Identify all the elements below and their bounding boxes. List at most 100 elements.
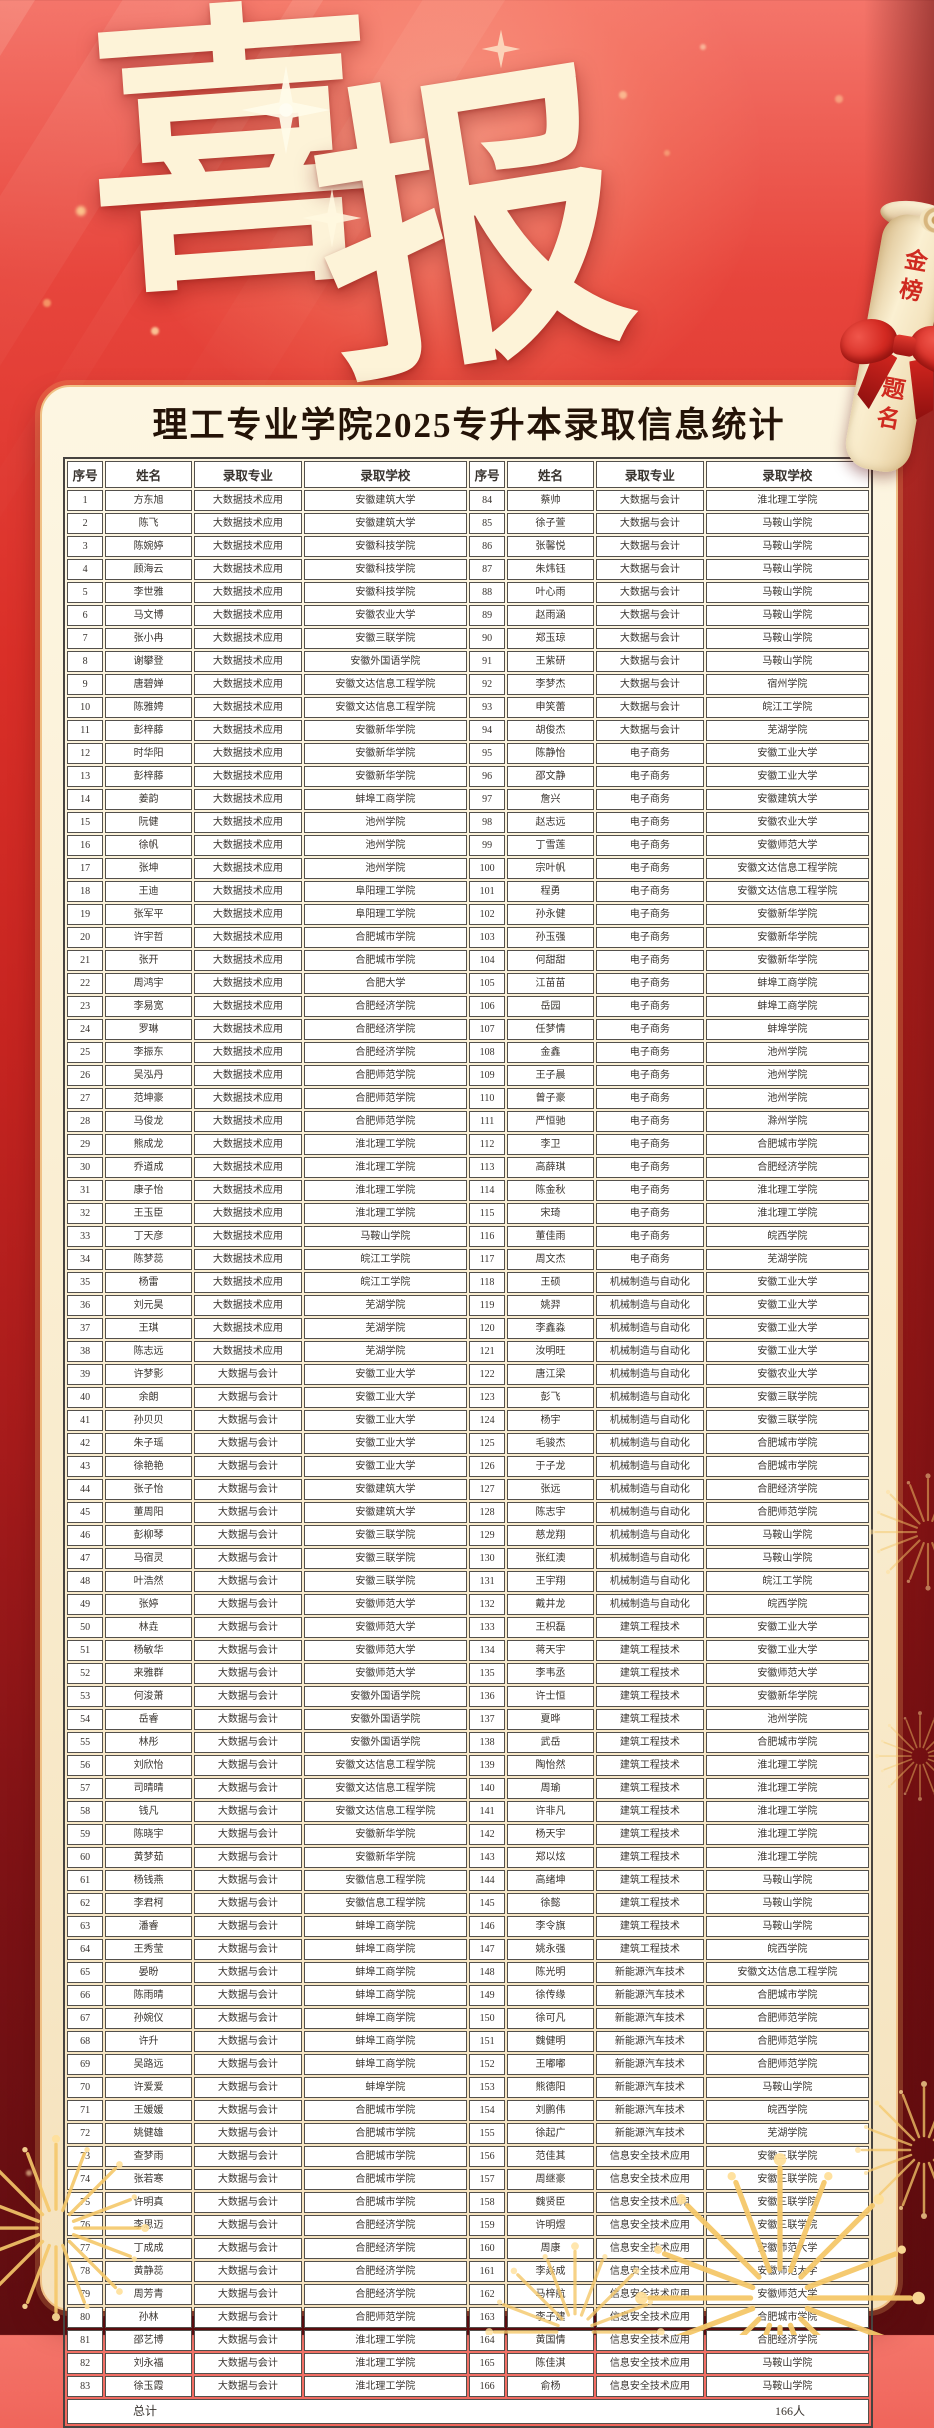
cell-name: 于子龙 xyxy=(507,1456,594,1477)
cell-no: 151 xyxy=(468,2031,506,2052)
cell-name: 高绪坤 xyxy=(507,1870,594,1891)
cell-name: 武岳 xyxy=(507,1732,594,1753)
cell-major: 大数据与会计 xyxy=(595,720,704,741)
cell-name: 周康 xyxy=(507,2238,594,2259)
cell-name: 叶心雨 xyxy=(507,582,594,603)
cell-major: 电子商务 xyxy=(595,743,704,764)
table-row: 16 徐帆 大数据技术应用 池州学院 99 丁雪莲 电子商务 安徽师范大学 xyxy=(67,835,869,856)
cell-no: 1 xyxy=(67,490,104,511)
cell-major: 大数据技术应用 xyxy=(193,582,302,603)
cell-no: 74 xyxy=(67,2169,104,2190)
cell-school: 安徽工业大学 xyxy=(303,1410,467,1431)
cell-major: 大数据技术应用 xyxy=(193,812,302,833)
cell-school: 合肥城市学院 xyxy=(303,2146,467,2167)
cell-no: 147 xyxy=(468,1939,506,1960)
cell-no: 131 xyxy=(468,1571,506,1592)
cell-no: 69 xyxy=(67,2054,104,2075)
cell-school: 马鞍山学院 xyxy=(705,1916,869,1937)
cell-no: 108 xyxy=(468,1042,506,1063)
table-row: 41 孙贝贝 大数据与会计 安徽工业大学 124 杨宇 机械制造与自动化 安徽三联学院 xyxy=(67,1410,869,1431)
cell-school: 安徽科技学院 xyxy=(303,559,467,580)
cell-no: 128 xyxy=(468,1502,506,1523)
cell-school: 安徽建筑大学 xyxy=(303,1502,467,1523)
cell-name: 汝明旺 xyxy=(507,1341,594,1362)
table-row: 79 周芳青 大数据与会计 合肥经济学院 162 马梓航 信息安全技术应用 安徽师范大学 xyxy=(67,2284,869,2305)
cell-name: 姜韵 xyxy=(105,789,192,810)
cell-major: 大数据与会计 xyxy=(193,2146,302,2167)
cell-school: 马鞍山学院 xyxy=(705,628,869,649)
cell-name: 徐起广 xyxy=(507,2123,594,2144)
table-row: 54 岳睿 大数据与会计 安徽外国语学院 137 夏晔 建筑工程技术 池州学院 xyxy=(67,1709,869,1730)
cell-no: 94 xyxy=(468,720,506,741)
cell-name: 徐帆 xyxy=(105,835,192,856)
cell-major: 建筑工程技术 xyxy=(595,1755,704,1776)
cell-no: 83 xyxy=(67,2376,104,2397)
cell-name: 高薛琪 xyxy=(507,1157,594,1178)
cell-school: 蚌埠工商学院 xyxy=(303,789,467,810)
cell-school: 安徽师范大学 xyxy=(303,1594,467,1615)
cell-name: 顾海云 xyxy=(105,559,192,580)
cell-major: 大数据与会计 xyxy=(193,1985,302,2006)
cell-no: 86 xyxy=(468,536,506,557)
cell-name: 杨天宇 xyxy=(507,1824,594,1845)
cell-school: 蚌埠工商学院 xyxy=(303,1962,467,1983)
cell-major: 大数据与会计 xyxy=(193,1525,302,1546)
cell-school: 马鞍山学院 xyxy=(705,1525,869,1546)
cell-major: 大数据技术应用 xyxy=(193,1065,302,1086)
cell-name: 刘鹏伟 xyxy=(507,2100,594,2121)
cell-school: 安徽建筑大学 xyxy=(705,789,869,810)
cell-no: 80 xyxy=(67,2307,104,2328)
cell-name: 陈静怡 xyxy=(507,743,594,764)
cell-no: 79 xyxy=(67,2284,104,2305)
cell-major: 大数据技术应用 xyxy=(193,1180,302,1201)
cell-name: 张婷 xyxy=(105,1594,192,1615)
cell-major: 大数据技术应用 xyxy=(193,674,302,695)
cell-school: 安徽新华学院 xyxy=(705,904,869,925)
cell-school: 芜湖学院 xyxy=(303,1341,467,1362)
cell-school: 合肥经济学院 xyxy=(303,2215,467,2236)
cell-name: 孙林 xyxy=(105,2307,192,2328)
table-row: 60 黄梦茹 大数据与会计 安徽新华学院 143 郑以炫 建筑工程技术 淮北理工学院 xyxy=(67,1847,869,1868)
cell-major: 大数据与会计 xyxy=(193,1410,302,1431)
cell-name: 吴泓丹 xyxy=(105,1065,192,1086)
table-row: 8 谢攀登 大数据技术应用 安徽外国语学院 91 王紫研 大数据与会计 马鞍山学院 xyxy=(67,651,869,672)
cell-name: 刘元昊 xyxy=(105,1295,192,1316)
cell-name: 钱凡 xyxy=(105,1801,192,1822)
cell-major: 大数据与会计 xyxy=(193,1433,302,1454)
cell-name: 李鑫淼 xyxy=(507,1318,594,1339)
cell-name: 刘永福 xyxy=(105,2353,192,2374)
cell-no: 7 xyxy=(67,628,104,649)
cell-school: 合肥经济学院 xyxy=(303,2284,467,2305)
cell-major: 电子商务 xyxy=(595,973,704,994)
cell-no: 98 xyxy=(468,812,506,833)
cell-name: 杨钱燕 xyxy=(105,1870,192,1891)
table-row: 33 丁天彦 大数据技术应用 马鞍山学院 116 董佳雨 电子商务 皖西学院 xyxy=(67,1226,869,1247)
cell-name: 周继豪 xyxy=(507,2169,594,2190)
cell-no: 110 xyxy=(468,1088,506,1109)
cell-no: 37 xyxy=(67,1318,104,1339)
cell-no: 24 xyxy=(67,1019,104,1040)
cell-no: 9 xyxy=(67,674,104,695)
cell-name: 罗琳 xyxy=(105,1019,192,1040)
cell-school: 合肥师范学院 xyxy=(303,2307,467,2328)
cell-name: 邵文静 xyxy=(507,766,594,787)
cell-no: 113 xyxy=(468,1157,506,1178)
cell-major: 大数据技术应用 xyxy=(193,789,302,810)
cell-name: 时华阳 xyxy=(105,743,192,764)
cell-major: 建筑工程技术 xyxy=(595,1663,704,1684)
cell-no: 28 xyxy=(67,1111,104,1132)
cell-no: 118 xyxy=(468,1272,506,1293)
cell-school: 宿州学院 xyxy=(705,674,869,695)
cell-school: 马鞍山学院 xyxy=(705,513,869,534)
table-row: 10 陈雅娉 大数据技术应用 安徽文达信息工程学院 93 申笑蕾 大数据与会计 皖江工学院 xyxy=(67,697,869,718)
cell-name: 宋琦 xyxy=(507,1203,594,1224)
cell-major: 大数据技术应用 xyxy=(193,835,302,856)
cell-no: 77 xyxy=(67,2238,104,2259)
cell-major: 机械制造与自动化 xyxy=(595,1272,704,1293)
cell-name: 陈梦蕊 xyxy=(105,1249,192,1270)
cell-major: 大数据与会计 xyxy=(193,2238,302,2259)
cell-school: 安徽新华学院 xyxy=(303,720,467,741)
cell-name: 张开 xyxy=(105,950,192,971)
cell-major: 大数据技术应用 xyxy=(193,766,302,787)
